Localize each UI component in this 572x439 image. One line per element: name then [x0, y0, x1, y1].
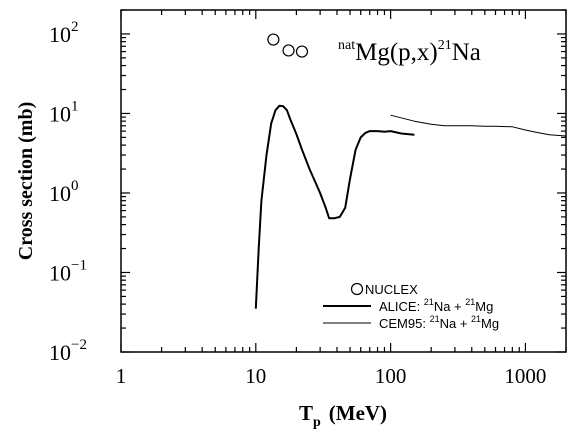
x-tick-label: 10: [245, 364, 266, 388]
y-tick-base: 10: [49, 22, 71, 47]
y-tick-label: 10−1: [49, 257, 87, 285]
y-tick-label: 100: [49, 178, 79, 206]
x-tick-label: 100: [375, 364, 407, 388]
cem95-series-line: [390, 114, 567, 137]
x-tick-label: 1: [116, 364, 127, 388]
x-axis-label: Tp (MeV): [299, 401, 387, 430]
y-tick-base: 10: [49, 260, 71, 285]
legend-marker-nuclex: [350, 282, 364, 296]
y-tick-exponent: 0: [71, 178, 79, 194]
legend-sup: 21: [430, 314, 440, 324]
legend-text: NUCLEX: [365, 282, 418, 297]
legend-text: Na +: [440, 316, 471, 331]
y-tick-base: 10: [49, 340, 71, 365]
y-axis-label: Cross section (mb): [15, 102, 37, 261]
x-label-main: T: [299, 401, 313, 425]
legend-label: ALICE: 21Na + 21Mg: [379, 297, 493, 314]
legend-text: CEM95:: [379, 316, 430, 331]
legend-text: Mg: [481, 316, 499, 331]
legend-text: ALICE:: [379, 299, 424, 314]
y-tick-label: 102: [49, 19, 79, 47]
title-pre-sup: nat: [338, 38, 355, 53]
legend-sup: 21: [471, 314, 481, 324]
y-tick-exponent: −2: [71, 337, 87, 353]
x-label-sub: p: [313, 415, 321, 430]
y-tick-base: 10: [49, 101, 71, 126]
title-mid-sup: 21: [438, 38, 452, 53]
y-tick-label: 101: [49, 98, 79, 126]
alice-series-line: [254, 104, 415, 309]
plot-frame: [120, 9, 567, 353]
y-tick-label: 10−2: [49, 337, 87, 365]
y-tick-exponent: −1: [71, 257, 87, 273]
title-end: Na: [452, 39, 481, 66]
legend-sup: 21: [424, 297, 434, 307]
series-layer: [254, 33, 567, 309]
legend-text: Mg: [475, 299, 493, 314]
nuclex-data-point: [282, 44, 295, 57]
title-main: Mg(p,x): [355, 39, 438, 66]
legend-text: Na +: [434, 299, 465, 314]
y-tick-base: 10: [49, 181, 71, 206]
legend-label: CEM95: 21Na + 21Mg: [379, 314, 499, 331]
legend-sup: 21: [465, 297, 475, 307]
y-tick-exponent: 2: [71, 19, 79, 35]
y-tick-exponent: 1: [71, 98, 79, 114]
chart-title: natMg(p,x)21Na: [338, 38, 481, 66]
legend-label: NUCLEX: [365, 282, 418, 297]
x-tick-label: 1000: [504, 364, 546, 388]
nuclex-data-point: [267, 33, 280, 46]
x-label-unit: (MeV): [329, 401, 387, 425]
nuclex-data-point: [295, 45, 309, 58]
